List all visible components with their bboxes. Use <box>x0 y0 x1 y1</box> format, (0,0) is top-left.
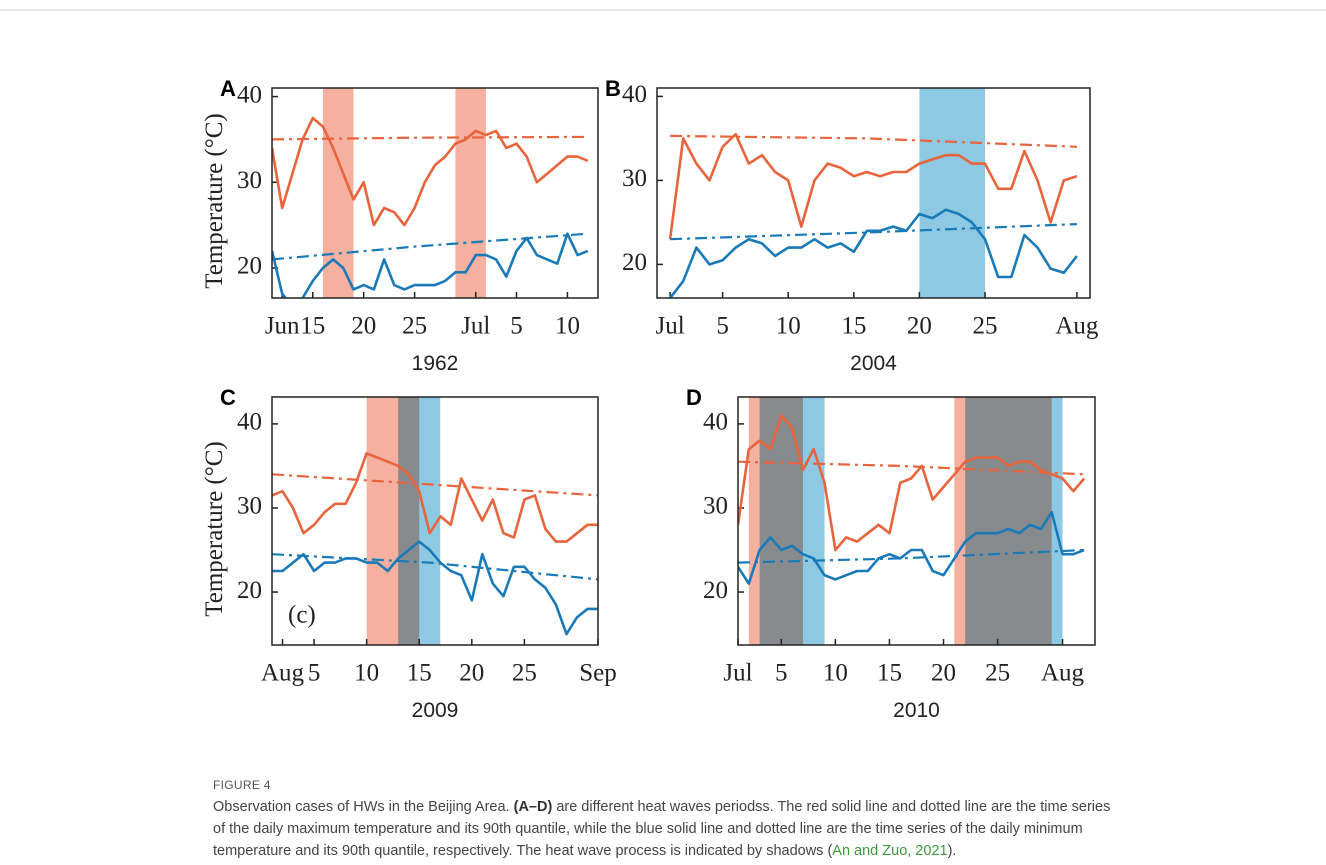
y-tick-label: 30 <box>237 493 262 520</box>
panel-label: D <box>686 385 702 410</box>
heat-wave-shade <box>398 397 441 645</box>
series-line <box>738 414 1086 552</box>
series-line <box>272 540 598 636</box>
series-line <box>669 208 1078 298</box>
panel-label: B <box>605 76 621 101</box>
x-tick-label: Aug <box>1041 660 1085 687</box>
x-tick-label: 10 <box>555 313 580 340</box>
x-tick-label: 25 <box>973 313 998 340</box>
plot-frame <box>271 396 599 646</box>
heat-wave-shade <box>455 88 486 298</box>
annotation: (c) <box>288 602 316 629</box>
x-tick-label: 15 <box>300 313 325 340</box>
x-tick-label: 20 <box>459 660 484 687</box>
x-tick-label: 20 <box>907 313 932 340</box>
caption: FIGURE 4 Observation cases of HWs in the… <box>213 774 1113 862</box>
x-tick-label: 5 <box>510 313 523 340</box>
x-tick-label: 15 <box>877 660 902 687</box>
caption-text: Observation cases of HWs in the Beijing … <box>213 796 1113 862</box>
x-tick-label: Jul <box>723 660 752 687</box>
y-tick-label: 30 <box>622 165 647 192</box>
series-line <box>668 132 1078 240</box>
x-tick-label: 10 <box>776 313 801 340</box>
x-axis-title: 1962 <box>412 352 459 375</box>
series-line <box>738 510 1085 585</box>
x-tick-label: 15 <box>407 660 432 687</box>
y-tick-label: 20 <box>622 249 647 276</box>
caption-part: (A–D) <box>513 799 553 815</box>
series-line <box>670 134 1077 148</box>
caption-part: are different heat waves periodss. The r… <box>213 799 1111 859</box>
series-line <box>670 223 1077 241</box>
heat-wave-shade <box>965 397 1063 645</box>
x-tick-label: 10 <box>354 660 379 687</box>
series-line <box>738 460 1085 476</box>
series-line <box>272 232 588 261</box>
x-tick-label: 25 <box>985 660 1010 687</box>
reference-link[interactable]: An and Zuo, 2021 <box>832 843 948 859</box>
panel: 20 30 40 Jul 5 10 15 20 25 Aug B 2004 <box>605 76 1099 375</box>
x-tick-label: Jul <box>656 313 685 340</box>
panel: 20 30 40 Jun 15 20 25 Jul 5 10 A 1962 Temperature (°… <box>201 76 599 375</box>
series-line <box>272 553 598 581</box>
heat-wave-shade <box>759 397 825 645</box>
heat-wave-shade <box>919 88 986 298</box>
x-tick-label: 20 <box>351 313 376 340</box>
x-tick-label: Jun <box>265 313 300 340</box>
x-tick-label: 10 <box>823 660 848 687</box>
series-line <box>272 116 589 227</box>
x-tick-label: Sep <box>579 660 617 687</box>
y-tick-label: 30 <box>237 167 262 194</box>
plot-frame <box>271 87 599 299</box>
x-tick-label: 5 <box>775 660 788 687</box>
series-line <box>738 548 1085 564</box>
panel-label: A <box>220 76 236 101</box>
plot-frame <box>737 396 1096 646</box>
caption-part: Observation cases of HWs in the Beijing … <box>213 799 514 815</box>
x-tick-label: 20 <box>931 660 956 687</box>
panel: 20 30 40 Jul 5 10 15 20 25 Aug D 2010 <box>686 385 1096 722</box>
y-tick-label: 40 <box>703 409 728 436</box>
y-tick-label: 20 <box>703 577 728 604</box>
series-line <box>272 473 598 497</box>
x-tick-label: 25 <box>402 313 427 340</box>
heat-wave-shade <box>322 88 354 298</box>
x-axis-title: 2009 <box>412 699 459 722</box>
figure-label: FIGURE 4 <box>213 778 271 792</box>
series-line <box>272 452 598 543</box>
x-tick-label: Aug <box>261 660 305 687</box>
x-tick-label: 15 <box>841 313 866 340</box>
panel: 20 30 40 Aug 5 10 15 20 25 Sep C 2009 Temperature (°… <box>201 385 617 722</box>
plot-frame <box>656 87 1091 299</box>
y-axis-title: Temperature (°C) <box>201 441 228 617</box>
x-tick-label: 5 <box>308 660 321 687</box>
x-axis-title: 2004 <box>850 352 897 375</box>
y-tick-label: 40 <box>237 81 262 108</box>
y-tick-label: 40 <box>622 81 647 108</box>
panel-label: C <box>220 385 236 410</box>
y-tick-label: 20 <box>237 577 262 604</box>
y-tick-label: 20 <box>237 253 262 280</box>
y-tick-label: 40 <box>237 409 262 436</box>
series-line <box>272 135 588 141</box>
x-tick-label: Jul <box>461 313 490 340</box>
x-axis-title: 2010 <box>893 699 940 722</box>
y-tick-label: 30 <box>703 493 728 520</box>
y-axis-title: Temperature (°C) <box>201 113 228 289</box>
x-tick-label: 5 <box>716 313 729 340</box>
series-line <box>272 232 589 298</box>
x-tick-label: Aug <box>1055 313 1099 340</box>
x-tick-label: 25 <box>512 660 537 687</box>
caption-part: ). <box>947 843 957 859</box>
